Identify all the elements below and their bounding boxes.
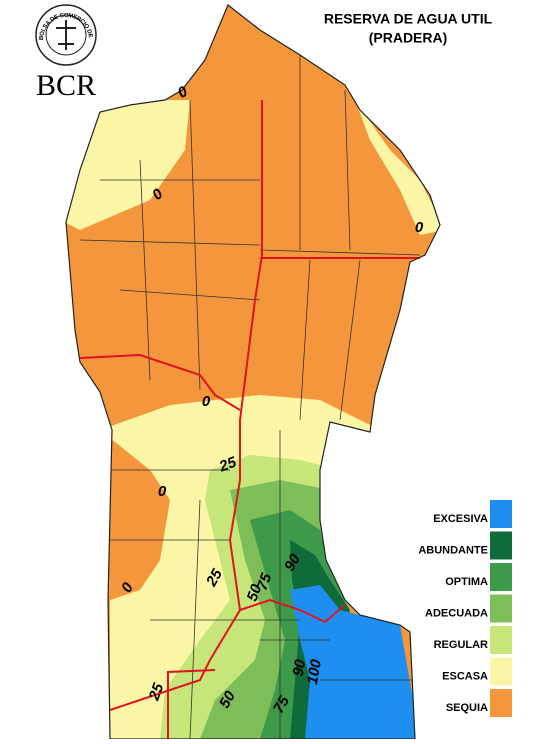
legend-label: ADECUADA [425, 607, 488, 619]
department-lines [79, 55, 421, 739]
legend: EXCESIVA ABUNDANTE OPTIMA ADECUADA REGULAR ES… [418, 500, 512, 717]
contour-label: 25 [145, 680, 167, 703]
zone-escasa [355, 100, 440, 235]
region-lines [79, 100, 420, 739]
contour-label: 0 [158, 483, 167, 500]
contour-label: 90 [290, 658, 310, 678]
legend-label: SEQUIA [446, 702, 488, 714]
contour-label: 75 [254, 570, 276, 592]
seal-text: BOLSA DE COMERCIO DE ROSARIO [0, 0, 93, 40]
seal-text-path: BOLSA DE COMERCIO DE ROSARIO [0, 0, 93, 40]
legend-label: REGULAR [434, 639, 488, 651]
title-line: (PRADERA) [369, 30, 448, 46]
zone-excesiva [290, 585, 420, 739]
legend-swatch [490, 500, 512, 528]
legend-label: OPTIMA [445, 576, 488, 588]
legend-label: ESCASA [442, 670, 488, 682]
province-outline [65, 4, 441, 740]
legend-swatch [490, 594, 512, 623]
legend-label: EXCESIVA [433, 513, 488, 525]
contour-label: 50 [216, 688, 239, 712]
seal-inner [45, 14, 87, 56]
seal-ring [35, 4, 97, 66]
logo-text: BCR [36, 69, 96, 102]
legend-swatch [490, 657, 512, 686]
contour-label: 0 [415, 219, 424, 236]
logo: BOLSA DE COMERCIO DE ROSARIO BCR [0, 0, 97, 102]
legend-swatch [490, 563, 512, 591]
contour-label: 0 [202, 393, 211, 410]
legend-swatch [490, 626, 512, 654]
legend-swatch [490, 689, 512, 717]
contour-label: 25 [203, 566, 227, 590]
legend-label: ABUNDANTE [418, 544, 488, 556]
contour-label: 75 [270, 693, 293, 717]
seal-emblem [56, 20, 76, 50]
contour-label: 25 [216, 453, 239, 475]
title-line: RESERVA DE AGUA UTIL [324, 11, 493, 27]
contour-label: 50 [244, 581, 266, 603]
contour-label: 100 [304, 657, 325, 685]
contour-label: 90 [281, 551, 304, 575]
legend-swatch [490, 531, 512, 560]
